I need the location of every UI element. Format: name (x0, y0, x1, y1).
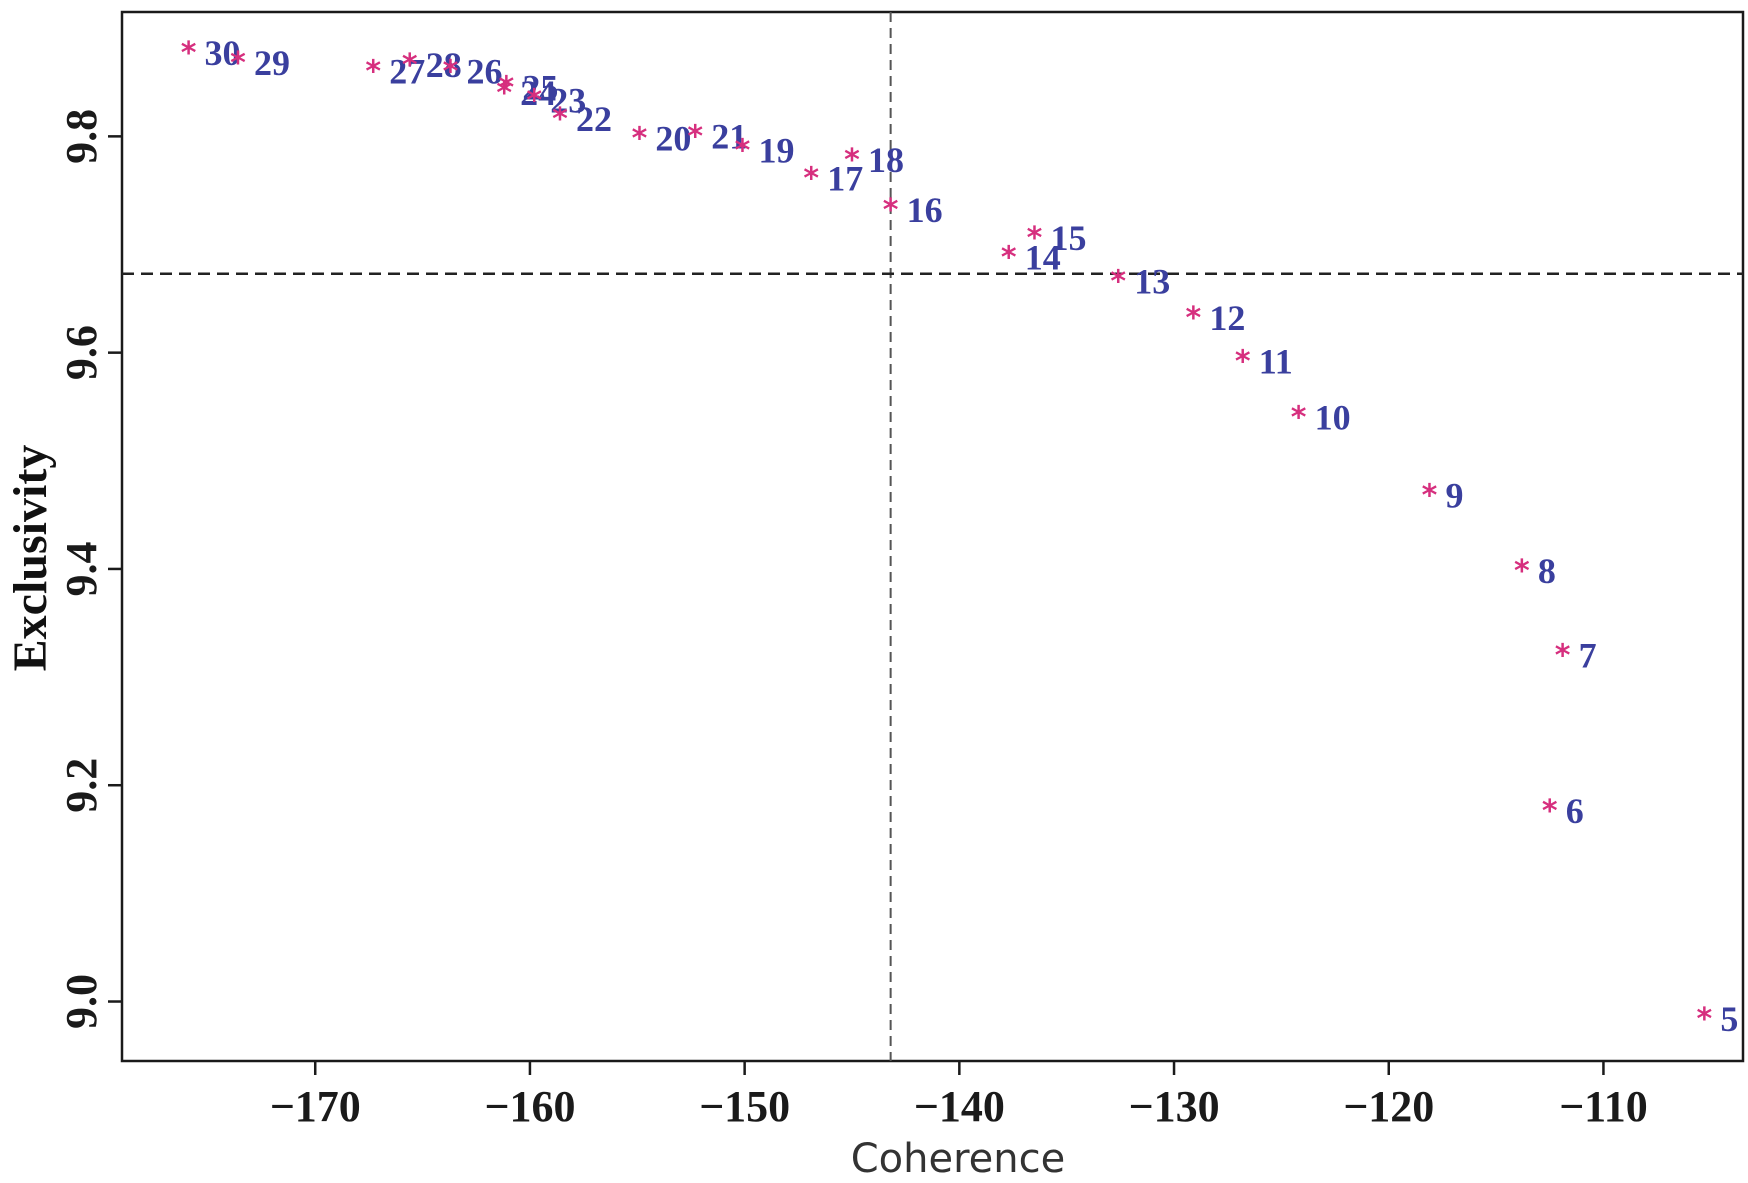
data-point-marker: * (181, 36, 197, 71)
y-axis: 9.0 9.2 9.4 9.6 9.8 (57, 109, 122, 1029)
data-points: * 30* 29 * 27* 28* 26* 25* 24* 23* 22 * 20* 21* 19 * 18*… (181, 33, 1739, 1039)
data-point-label: 5 (1720, 999, 1738, 1039)
x-tick-label: −130 (1129, 1082, 1220, 1131)
x-axis: −170 −160 −150 −140 −130 −120 −110 (270, 1061, 1648, 1131)
y-axis-label: Exclusivity (4, 445, 57, 672)
data-point-marker: * (1291, 401, 1307, 436)
data-point-marker: * (1697, 1002, 1713, 1037)
data-point-marker: * (443, 54, 459, 89)
x-tick-label: −140 (914, 1082, 1005, 1131)
data-point-label: 19 (758, 130, 794, 170)
y-tick-label: 9.4 (57, 541, 106, 596)
data-point-marker: * (1186, 301, 1202, 336)
data-point-label: 17 (827, 159, 863, 199)
data-point-marker: * (883, 193, 899, 228)
data-point-marker: * (1514, 554, 1530, 589)
x-tick-label: −160 (484, 1082, 575, 1131)
y-tick-label: 9.8 (57, 109, 106, 164)
data-point-label: 18 (868, 140, 904, 180)
data-point-label: 29 (254, 43, 290, 83)
plot-area-frame (120, 10, 1745, 1063)
y-tick-label: 9.0 (57, 974, 106, 1029)
data-point-label: 16 (907, 190, 943, 230)
data-point-label: 25 (522, 68, 558, 108)
x-tick-label: −110 (1559, 1082, 1648, 1131)
x-tick-label: −150 (699, 1082, 790, 1131)
data-point-marker: * (496, 76, 512, 111)
data-point-marker: * (1110, 264, 1126, 299)
data-point-label: 8 (1538, 551, 1556, 591)
data-point-label: 11 (1259, 341, 1293, 381)
data-point-label: 27 (389, 51, 425, 91)
data-point-marker: * (402, 48, 418, 83)
data-point-marker: * (1001, 240, 1017, 275)
data-point-label: 24 (520, 73, 556, 113)
data-point-marker: * (230, 46, 246, 81)
data-point-label: 7 (1579, 635, 1597, 675)
data-point-label: 20 (655, 119, 691, 159)
data-point-marker: * (1235, 344, 1251, 379)
data-point-marker: * (844, 143, 860, 178)
x-tick-label: −170 (270, 1082, 361, 1131)
data-point-label: 14 (1025, 237, 1061, 277)
data-point-marker: * (1542, 794, 1558, 829)
data-point-label: 12 (1209, 298, 1245, 338)
data-point-marker: * (552, 102, 568, 137)
data-point-marker: * (1555, 638, 1571, 673)
data-point-marker: * (1027, 221, 1043, 256)
data-point-marker: * (365, 54, 381, 89)
x-tick-label: −120 (1343, 1082, 1434, 1131)
data-point-marker: * (687, 119, 703, 154)
data-point-marker: * (803, 162, 819, 197)
reference-lines (122, 12, 1743, 1061)
data-point-label: 15 (1050, 218, 1086, 258)
data-point-label: 9 (1446, 475, 1464, 515)
data-point-label: 10 (1315, 398, 1351, 438)
data-point-marker: * (632, 122, 648, 157)
y-tick-label: 9.6 (57, 325, 106, 380)
data-point-label: 26 (466, 51, 502, 91)
data-point-marker: * (526, 84, 542, 119)
data-point-label: 21 (711, 116, 747, 156)
data-point-label: 6 (1566, 791, 1584, 831)
y-tick-label: 9.2 (57, 758, 106, 813)
data-point-marker: * (1422, 478, 1438, 513)
data-point-label: 28 (426, 45, 462, 85)
data-point-label: 30 (205, 33, 241, 73)
data-point-marker: * (498, 71, 514, 106)
x-axis-label: Coherence (851, 1136, 1066, 1182)
data-point-label: 13 (1134, 261, 1170, 301)
data-point-label: 22 (576, 99, 612, 139)
data-point-label: 23 (550, 81, 586, 121)
data-point-marker: * (735, 133, 751, 168)
